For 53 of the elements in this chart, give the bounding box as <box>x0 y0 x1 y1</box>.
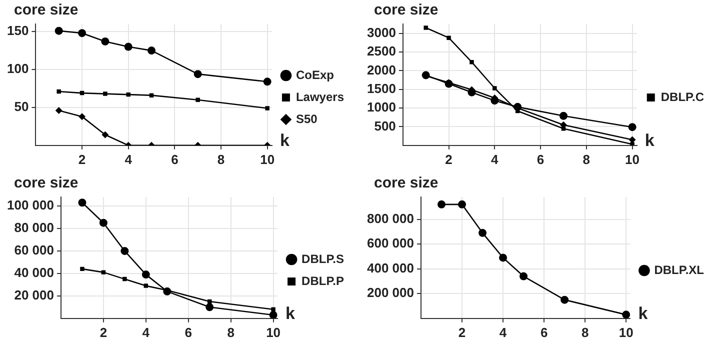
x-tick-label: 2 <box>100 324 108 340</box>
y-tick-label: 150 <box>6 23 29 38</box>
x-tick-label: 4 <box>124 152 133 167</box>
x-tick-label: 8 <box>227 324 234 340</box>
y-tick-label: 50 <box>14 99 29 114</box>
x-tick-label: 6 <box>171 152 178 167</box>
legend-label: Lawyers <box>296 90 344 104</box>
x-tick-label: 8 <box>581 324 589 340</box>
x-tick-label: 4 <box>142 324 150 340</box>
y-tick-label: 200 000 <box>366 285 414 300</box>
legend-label: DBLP.S <box>302 252 344 266</box>
y-tick-label: 40 000 <box>14 265 54 280</box>
y-axis-title: core size <box>14 174 78 192</box>
x-axis-title: k <box>286 304 296 324</box>
x-tick-label: 10 <box>618 324 634 340</box>
x-tick-label: 2 <box>445 152 452 167</box>
legend-label: DBLP.XL <box>654 262 704 277</box>
x-tick-label: 2 <box>78 152 86 167</box>
y-axis-title: core size <box>14 2 78 19</box>
x-tick-label: 4 <box>491 152 500 167</box>
x-axis-title: k <box>280 131 290 150</box>
x-tick-label: 6 <box>540 324 548 340</box>
y-tick-label: 1500 <box>367 80 396 96</box>
y-tick-label: 2000 <box>367 62 396 78</box>
legend-label: CoExp <box>296 68 334 82</box>
x-tick-label: 4 <box>499 324 508 340</box>
x-tick-label: 10 <box>625 152 640 167</box>
y-tick-label: 500 <box>374 118 396 134</box>
x-axis-title: k <box>638 304 648 324</box>
legend-label: DBLP.P <box>302 274 344 288</box>
x-tick-label: 10 <box>266 324 281 340</box>
y-tick-label: 400 000 <box>366 260 414 276</box>
y-axis-title: core size <box>374 2 438 19</box>
y-tick-label: 800 000 <box>366 210 414 226</box>
x-tick-label: 2 <box>458 324 466 340</box>
x-axis-title: k <box>644 131 655 150</box>
y-tick-label: 2500 <box>367 44 396 59</box>
y-tick-label: 100 <box>6 61 29 76</box>
x-tick-label: 6 <box>184 324 192 340</box>
y-tick-label: 3000 <box>367 24 396 40</box>
x-tick-label: 8 <box>217 152 225 167</box>
legend-label: S50 <box>296 112 318 126</box>
y-tick-label: 20 000 <box>14 287 54 302</box>
legend-label: DBLP.C <box>660 90 704 104</box>
y-tick-label: 1000 <box>367 100 396 115</box>
x-tick-label: 8 <box>582 152 590 167</box>
y-axis-title: core size <box>374 174 438 192</box>
y-tick-label: 60 000 <box>14 242 54 258</box>
y-tick-label: 100 000 <box>6 198 54 213</box>
y-tick-label: 80 000 <box>14 220 54 236</box>
x-tick-label: 10 <box>260 152 275 167</box>
x-tick-label: 6 <box>536 152 544 167</box>
y-tick-label: 600 000 <box>366 236 414 251</box>
